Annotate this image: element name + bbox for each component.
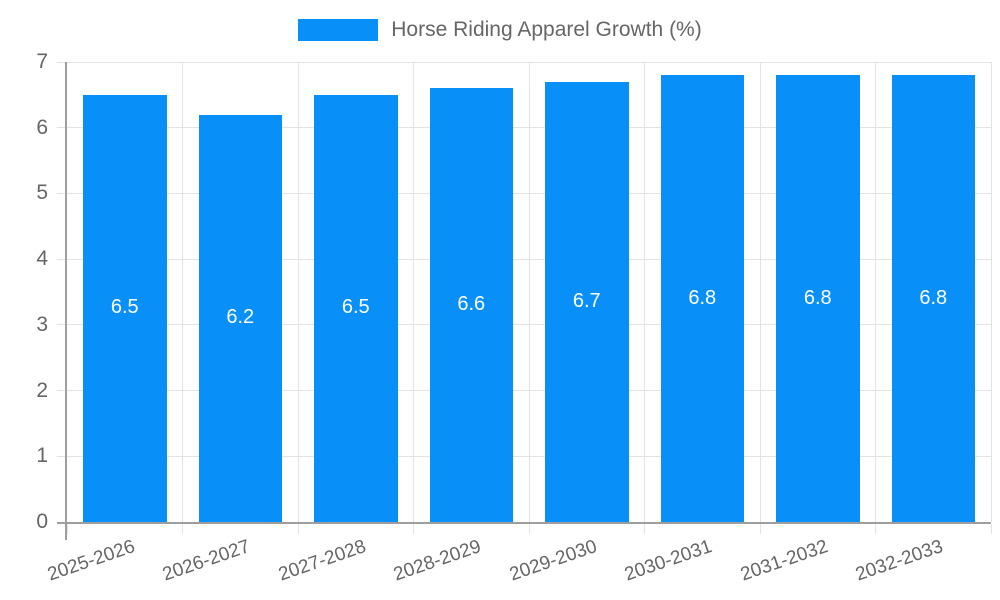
y-axis-tick-label: 3	[36, 312, 48, 336]
legend-label: Horse Riding Apparel Growth (%)	[391, 18, 702, 41]
y-axis-tick-label: 1	[36, 444, 48, 468]
x-gridline	[990, 62, 992, 522]
bar[interactable]	[891, 75, 975, 522]
x-gridline	[644, 62, 645, 522]
x-axis-tick	[644, 524, 645, 534]
x-axis-tick-label: 2026-2027	[160, 536, 254, 586]
y-axis-tick-label: 6	[36, 115, 48, 139]
legend-swatch	[298, 19, 379, 41]
bar[interactable]	[545, 81, 629, 522]
y-axis-tick	[57, 127, 67, 129]
y-axis-tick	[57, 324, 67, 326]
x-axis-tick-label: 2029-2030	[506, 536, 600, 586]
y-axis-tick-label: 5	[36, 181, 48, 205]
x-axis-tick	[990, 524, 992, 534]
x-axis-tick	[66, 524, 68, 534]
bar[interactable]	[660, 75, 744, 522]
x-axis-tick	[182, 524, 183, 534]
y-axis-tick	[57, 192, 67, 194]
y-axis-tick	[57, 258, 67, 260]
y-axis-tick-label: 4	[36, 247, 48, 271]
x-axis-tick	[759, 524, 761, 534]
y-axis-tick	[57, 455, 67, 457]
x-gridline	[759, 62, 761, 522]
x-gridline	[182, 62, 183, 522]
x-axis-line	[57, 522, 991, 524]
bar[interactable]	[83, 94, 167, 522]
bar[interactable]	[429, 88, 513, 522]
chart-legend[interactable]: Horse Riding Apparel Growth (%)	[0, 19, 1000, 41]
x-axis-tick-label: 2032-2033	[853, 536, 947, 586]
bar[interactable]	[314, 94, 398, 522]
x-axis-tick	[528, 524, 530, 534]
x-axis-tick-label: 2030-2031	[622, 536, 716, 586]
x-axis-tick	[875, 524, 876, 534]
y-axis-tick-label: 7	[36, 50, 48, 73]
bar[interactable]	[776, 75, 860, 522]
x-gridline	[413, 62, 414, 522]
x-axis-tick-label: 2027-2028	[275, 536, 369, 586]
x-axis-tick	[297, 524, 299, 534]
x-axis-tick-label: 2025-2026	[44, 536, 138, 586]
x-gridline	[297, 62, 299, 522]
x-gridline	[528, 62, 530, 522]
x-axis-tick-label: 2028-2029	[391, 536, 485, 586]
y-axis-tick	[57, 390, 67, 392]
y-axis-tick-label: 0	[36, 510, 48, 533]
x-gridline	[875, 62, 876, 522]
y-axis-tick-label: 2	[36, 378, 48, 402]
y-axis-tick	[57, 61, 67, 63]
x-axis-tick	[413, 524, 414, 534]
bar[interactable]	[198, 114, 282, 522]
x-axis-tick-label: 2031-2032	[737, 536, 831, 586]
y-axis-line	[65, 62, 67, 540]
